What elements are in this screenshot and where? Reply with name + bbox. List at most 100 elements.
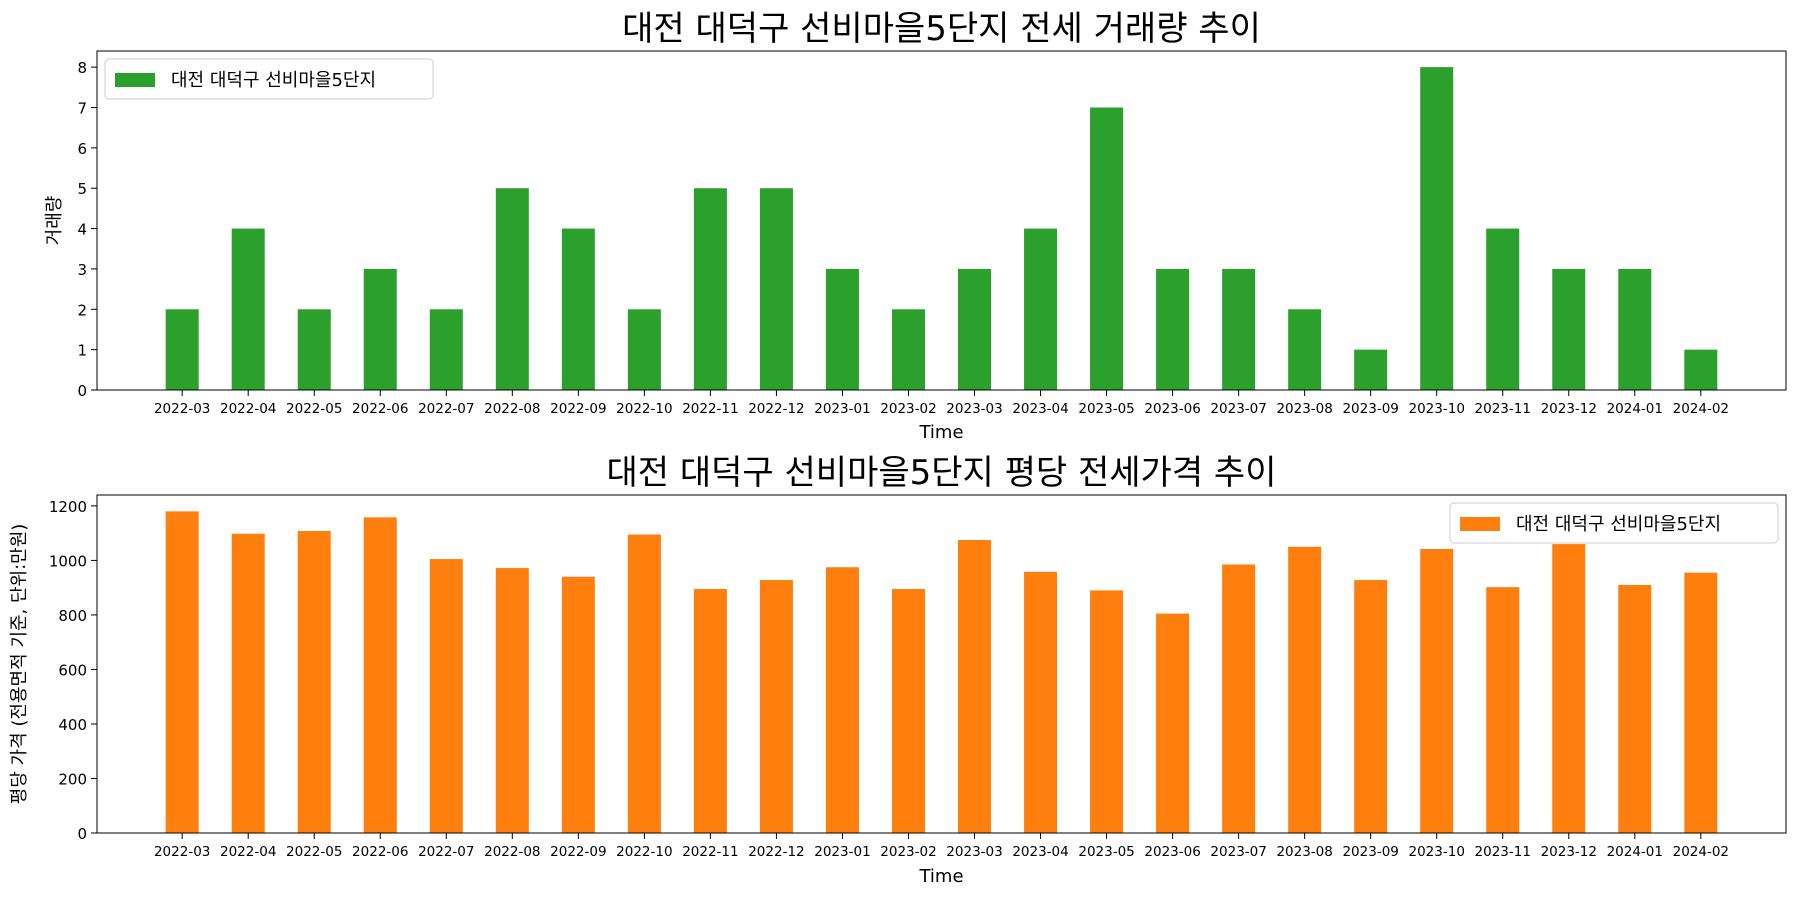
x-tick-label: 2022-03 (154, 844, 210, 860)
x-tick-label: 2023-11 (1475, 401, 1531, 417)
bar (1288, 309, 1322, 390)
bar (1486, 587, 1520, 833)
x-tick-label: 2022-09 (550, 401, 606, 417)
y-tick-label: 1000 (49, 552, 87, 570)
x-tick-label: 2024-01 (1607, 401, 1663, 417)
x-tick-label: 2023-06 (1144, 844, 1200, 860)
bar (363, 517, 397, 833)
x-tick-label: 2023-10 (1409, 401, 1465, 417)
x-tick-label: 2022-09 (550, 844, 606, 860)
y-tick-label: 600 (58, 661, 87, 679)
bar (297, 309, 331, 390)
x-tick-label: 2023-04 (1012, 401, 1068, 417)
bar (1420, 67, 1454, 391)
bar (363, 268, 397, 390)
x-tick-label: 2022-12 (748, 844, 804, 860)
x-tick-label: 2023-07 (1210, 401, 1266, 417)
plot-frame (96, 494, 1787, 834)
x-tick-label: 2023-01 (814, 401, 870, 417)
x-tick-label: 2022-12 (748, 401, 804, 417)
x-tick-label: 2023-12 (1541, 401, 1597, 417)
chart-price-per-pyeong: 대전 대덕구 선비마을5단지 평당 전세가격 추이 0 200 400 600 800 10… (9, 453, 1787, 887)
plot-frame (96, 50, 1787, 391)
bar (1684, 572, 1718, 833)
bar (759, 580, 793, 833)
x-tick-label: 2022-08 (484, 844, 540, 860)
chart-title: 대전 대덕구 선비마을5단지 평당 전세가격 추이 (607, 453, 1277, 493)
y-tick-label: 4 (77, 221, 87, 239)
bar (495, 188, 529, 390)
y-tick-label: 0 (77, 382, 87, 400)
x-tick-label: 2023-02 (880, 401, 936, 417)
bar (958, 539, 992, 833)
y-tick-label: 5 (77, 180, 87, 198)
bar (1552, 268, 1586, 390)
bar (1552, 544, 1586, 833)
x-tick-label: 2022-06 (352, 844, 408, 860)
bar (429, 309, 463, 390)
bar (627, 309, 661, 390)
bar (1354, 580, 1388, 833)
legend-swatch (115, 73, 155, 87)
legend-label: 대전 대덕구 선비마을5단지 (1516, 514, 1721, 535)
x-tick-label: 2024-02 (1673, 844, 1729, 860)
bar (1156, 268, 1190, 390)
bar (693, 589, 727, 833)
y-tick-label: 6 (77, 140, 87, 158)
legend: 대전 대덕구 선비마을5단지 (1449, 502, 1779, 544)
x-tick-label: 2023-03 (946, 844, 1002, 860)
bar (495, 568, 529, 833)
bar (1420, 548, 1454, 833)
x-tick-label: 2023-05 (1078, 401, 1134, 417)
x-tick-label: 2023-12 (1541, 844, 1597, 860)
x-tick-label: 2022-10 (616, 401, 672, 417)
x-tick-label: 2022-08 (484, 401, 540, 417)
bar (1354, 349, 1388, 390)
y-axis-label: 평당 가격 (전용면적 기준, 단위:만원) (9, 524, 30, 805)
x-tick-label: 2023-10 (1409, 844, 1465, 860)
x-tick-label: 2022-05 (286, 844, 342, 860)
x-tick-label: 2023-09 (1342, 401, 1398, 417)
legend: 대전 대덕구 선비마을5단지 (104, 58, 434, 100)
y-tick-label: 200 (58, 770, 87, 788)
legend-frame (104, 58, 434, 100)
bar (1486, 228, 1520, 390)
x-tick-label: 2024-02 (1673, 401, 1729, 417)
x-tick-label: 2023-08 (1276, 401, 1332, 417)
legend-swatch (1460, 517, 1500, 531)
x-axis-label: Time (918, 422, 963, 443)
y-tick-label: 7 (77, 100, 87, 118)
bar (561, 228, 595, 390)
bar (1090, 107, 1124, 390)
bar (825, 567, 859, 833)
x-tick-label: 2022-07 (418, 844, 474, 860)
x-tick-label: 2022-04 (220, 844, 276, 860)
x-axis-label: Time (918, 866, 963, 887)
x-tick-label: 2023-11 (1475, 844, 1531, 860)
chart-transaction-volume: 대전 대덕구 선비마을5단지 전세 거래량 추이 0 1 2 3 4 5 6 7 8 2022-03… (44, 9, 1787, 443)
y-tick-label: 1200 (49, 498, 87, 516)
bar (1618, 584, 1652, 833)
chart-title: 대전 대덕구 선비마을5단지 전세 거래량 추이 (622, 9, 1261, 49)
bar (231, 228, 265, 390)
y-tick-label: 1 (77, 342, 87, 360)
x-tick-label: 2024-01 (1607, 844, 1663, 860)
bar (1618, 268, 1652, 390)
bar (231, 533, 265, 833)
x-tick-label: 2023-04 (1012, 844, 1068, 860)
bar (891, 309, 925, 390)
bar (165, 511, 199, 833)
bar (958, 268, 992, 390)
bar (759, 188, 793, 390)
x-tick-label: 2022-03 (154, 401, 210, 417)
bar (1024, 228, 1058, 390)
bar (1222, 268, 1256, 390)
bar (297, 530, 331, 833)
y-tick-label: 3 (77, 261, 87, 279)
bar (891, 589, 925, 833)
y-tick-label: 800 (58, 607, 87, 625)
legend-label: 대전 대덕구 선비마을5단지 (171, 70, 376, 91)
x-tick-label: 2022-10 (616, 844, 672, 860)
x-tick-label: 2022-11 (682, 401, 738, 417)
